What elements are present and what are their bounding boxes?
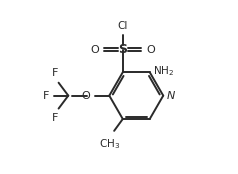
- Text: F: F: [43, 91, 50, 101]
- Text: S: S: [118, 43, 127, 56]
- Text: NH$_2$: NH$_2$: [154, 64, 174, 78]
- Text: Cl: Cl: [118, 21, 128, 31]
- Text: F: F: [52, 113, 59, 123]
- Text: N: N: [167, 91, 175, 101]
- Text: F: F: [52, 68, 59, 78]
- Text: O: O: [146, 45, 155, 55]
- Text: O: O: [91, 45, 99, 55]
- Text: O: O: [82, 91, 90, 101]
- Text: CH$_3$: CH$_3$: [99, 137, 120, 151]
